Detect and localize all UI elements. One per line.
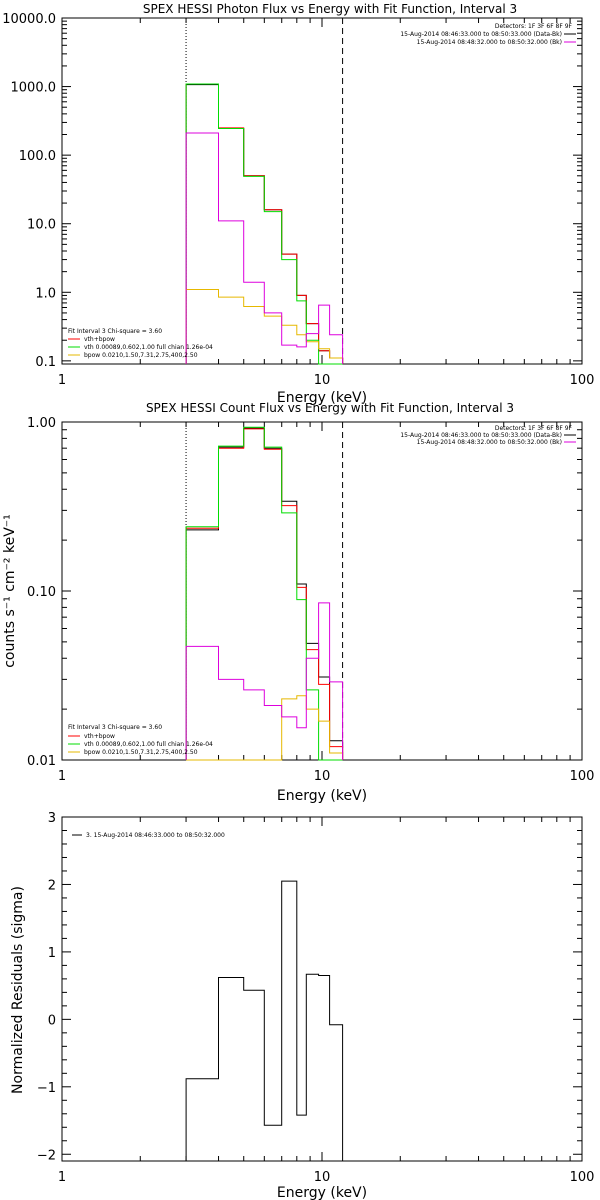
residuals-x-axis-label: Energy (keV) [277,1185,367,1200]
count-panel-title: SPEX HESSI Count Flux vs Energy with Fit… [146,401,514,415]
residuals-y-axis-label: Normalized Residuals (sigma) [10,886,26,1094]
photon-legend-bpow: bpow 0.0210,1.50,7.31,2.75,400,2.50 [84,352,198,359]
count-bk-interval: 15-Aug-2014 08:48:32.000 to 08:50:32.000… [417,439,562,446]
photon-legend-chi: Fit Interval 3 Chi-square = 3.60 [68,328,162,335]
residuals-panel: −2 −1 0 1 2 3 Normalized Residuals (sigma) 1 … [10,811,594,1200]
count-header-info: Detectors: 1F 3F 6F 8F 9F 15-Aug-2014 08… [400,425,576,446]
residuals-x-tick-labels: 1 10 100 [58,1170,595,1185]
photon-x-tick-100: 100 [570,373,595,388]
photon-x-tick-labels: 1 10 100 [58,373,595,388]
photon-detectors: Detectors: 1F 3F 6F 8F 9F [495,23,573,30]
count-y-axis-label: counts s⁻¹ cm⁻² keV⁻¹ [2,514,18,668]
photon-y-tick-label: 1.0 [35,286,56,301]
count-y-tick-labels: 0.01 0.10 1.00 [27,416,56,769]
residuals-series [185,880,344,1161]
photon-y-tick-label: 10000.0 [2,12,56,27]
photon-panel-title: SPEX HESSI Photon Flux vs Energy with Fi… [143,2,517,16]
photon-legend: Fit Interval 3 Chi-square = 3.60 vth+bpo… [68,328,213,359]
residuals-y-tick-label: −1 [37,1081,56,1096]
residuals-x-tick-1: 1 [58,1170,66,1185]
count-series [185,426,344,761]
residuals-legend: 3. 15-Aug-2014 08:46:33.000 to 08:50:32.… [72,832,225,839]
count-series-data-bk [185,427,344,760]
residuals-y-tick-label: −2 [37,1148,56,1163]
residuals-y-tick-label: 1 [48,946,56,961]
residuals-y-tick-label: 2 [48,878,56,893]
count-x-tick-10: 10 [314,769,331,784]
residuals-y-tick-label: 0 [48,1013,56,1028]
count-legend-fit: vth+bpow [84,733,115,740]
photon-x-tick-10: 10 [314,373,331,388]
count-x-tick-labels: 1 10 100 [58,769,595,784]
count-legend-vth: vth 0.00089,0.602,1.00 full chian 1.26e-… [84,741,213,748]
photon-legend-vth: vth 0.00089,0.602,1.00 full chian 1.26e-… [84,344,213,351]
residuals-series-residuals [185,880,344,1161]
photon-axis-ticks [61,17,582,365]
photon-series-bpow [185,289,344,364]
count-legend: Fit Interval 3 Chi-square = 3.60 vth+bpo… [68,724,213,756]
photon-bk-interval: 15-Aug-2014 08:48:32.000 to 08:50:32.000… [417,39,562,46]
photon-x-axis-label: Energy (keV) [277,390,367,406]
photon-series-background [185,132,344,364]
count-series-vth [185,426,343,761]
count-fit-range-markers [185,422,344,760]
photon-series-data-bk [185,84,344,364]
count-x-axis-label: Energy (keV) [277,788,367,804]
count-y-tick-label: 0.10 [27,585,56,600]
count-axis-ticks [61,421,582,761]
count-series-fit-vth-bpow [185,428,344,760]
photon-series-fit-vth-bpow [185,83,344,364]
photon-y-tick-label: 1000.0 [11,81,57,96]
count-legend-bpow: bpow 0.0210,1.50,7.31,2.75,400,2.50 [84,749,198,756]
count-detectors: Detectors: 1F 3F 6F 8F 9F [495,425,573,432]
count-legend-chi: Fit Interval 3 Chi-square = 3.60 [68,724,162,731]
photon-flux-panel: SPEX HESSI Photon Flux vs Energy with Fi… [2,2,594,406]
residuals-axis-ticks [61,816,582,1161]
residuals-x-tick-10: 10 [314,1170,331,1185]
photon-header-info: Detectors: 1F 3F 6F 8F 9F 15-Aug-2014 08… [400,23,576,46]
photon-series [185,83,344,365]
residuals-legend-label: 3. 15-Aug-2014 08:46:33.000 to 08:50:32.… [86,832,225,839]
residuals-x-tick-100: 100 [570,1170,595,1185]
residuals-plot-frame [61,816,583,1162]
photon-y-tick-label: 0.1 [35,355,56,370]
count-x-tick-100: 100 [570,769,595,784]
count-y-tick-label: 1.00 [27,416,56,431]
count-series-background [185,602,344,760]
photon-data-interval: 15-Aug-2014 08:46:33.000 to 08:50:33.000… [400,31,562,38]
photon-y-tick-labels: 0.1 1.0 10.0 100.0 1000.0 10000.0 [2,12,56,370]
count-plot-frame [61,421,583,761]
photon-plot-frame [61,17,583,365]
count-x-tick-1: 1 [58,769,66,784]
count-series-bpow [186,695,344,761]
photon-y-tick-label: 100.0 [19,149,56,164]
photon-y-tick-label: 10.0 [27,218,56,233]
photon-legend-fit: vth+bpow [84,336,115,343]
count-flux-panel: SPEX HESSI Count Flux vs Energy with Fit… [2,401,594,804]
photon-x-tick-1: 1 [58,373,66,388]
count-y-tick-label: 0.01 [27,754,56,769]
count-data-interval: 15-Aug-2014 08:46:33.000 to 08:50:33.000… [400,432,562,439]
residuals-y-tick-labels: −2 −1 0 1 2 3 [37,811,56,1163]
residuals-y-tick-label: 3 [48,811,56,826]
photon-series-vth [185,83,343,365]
